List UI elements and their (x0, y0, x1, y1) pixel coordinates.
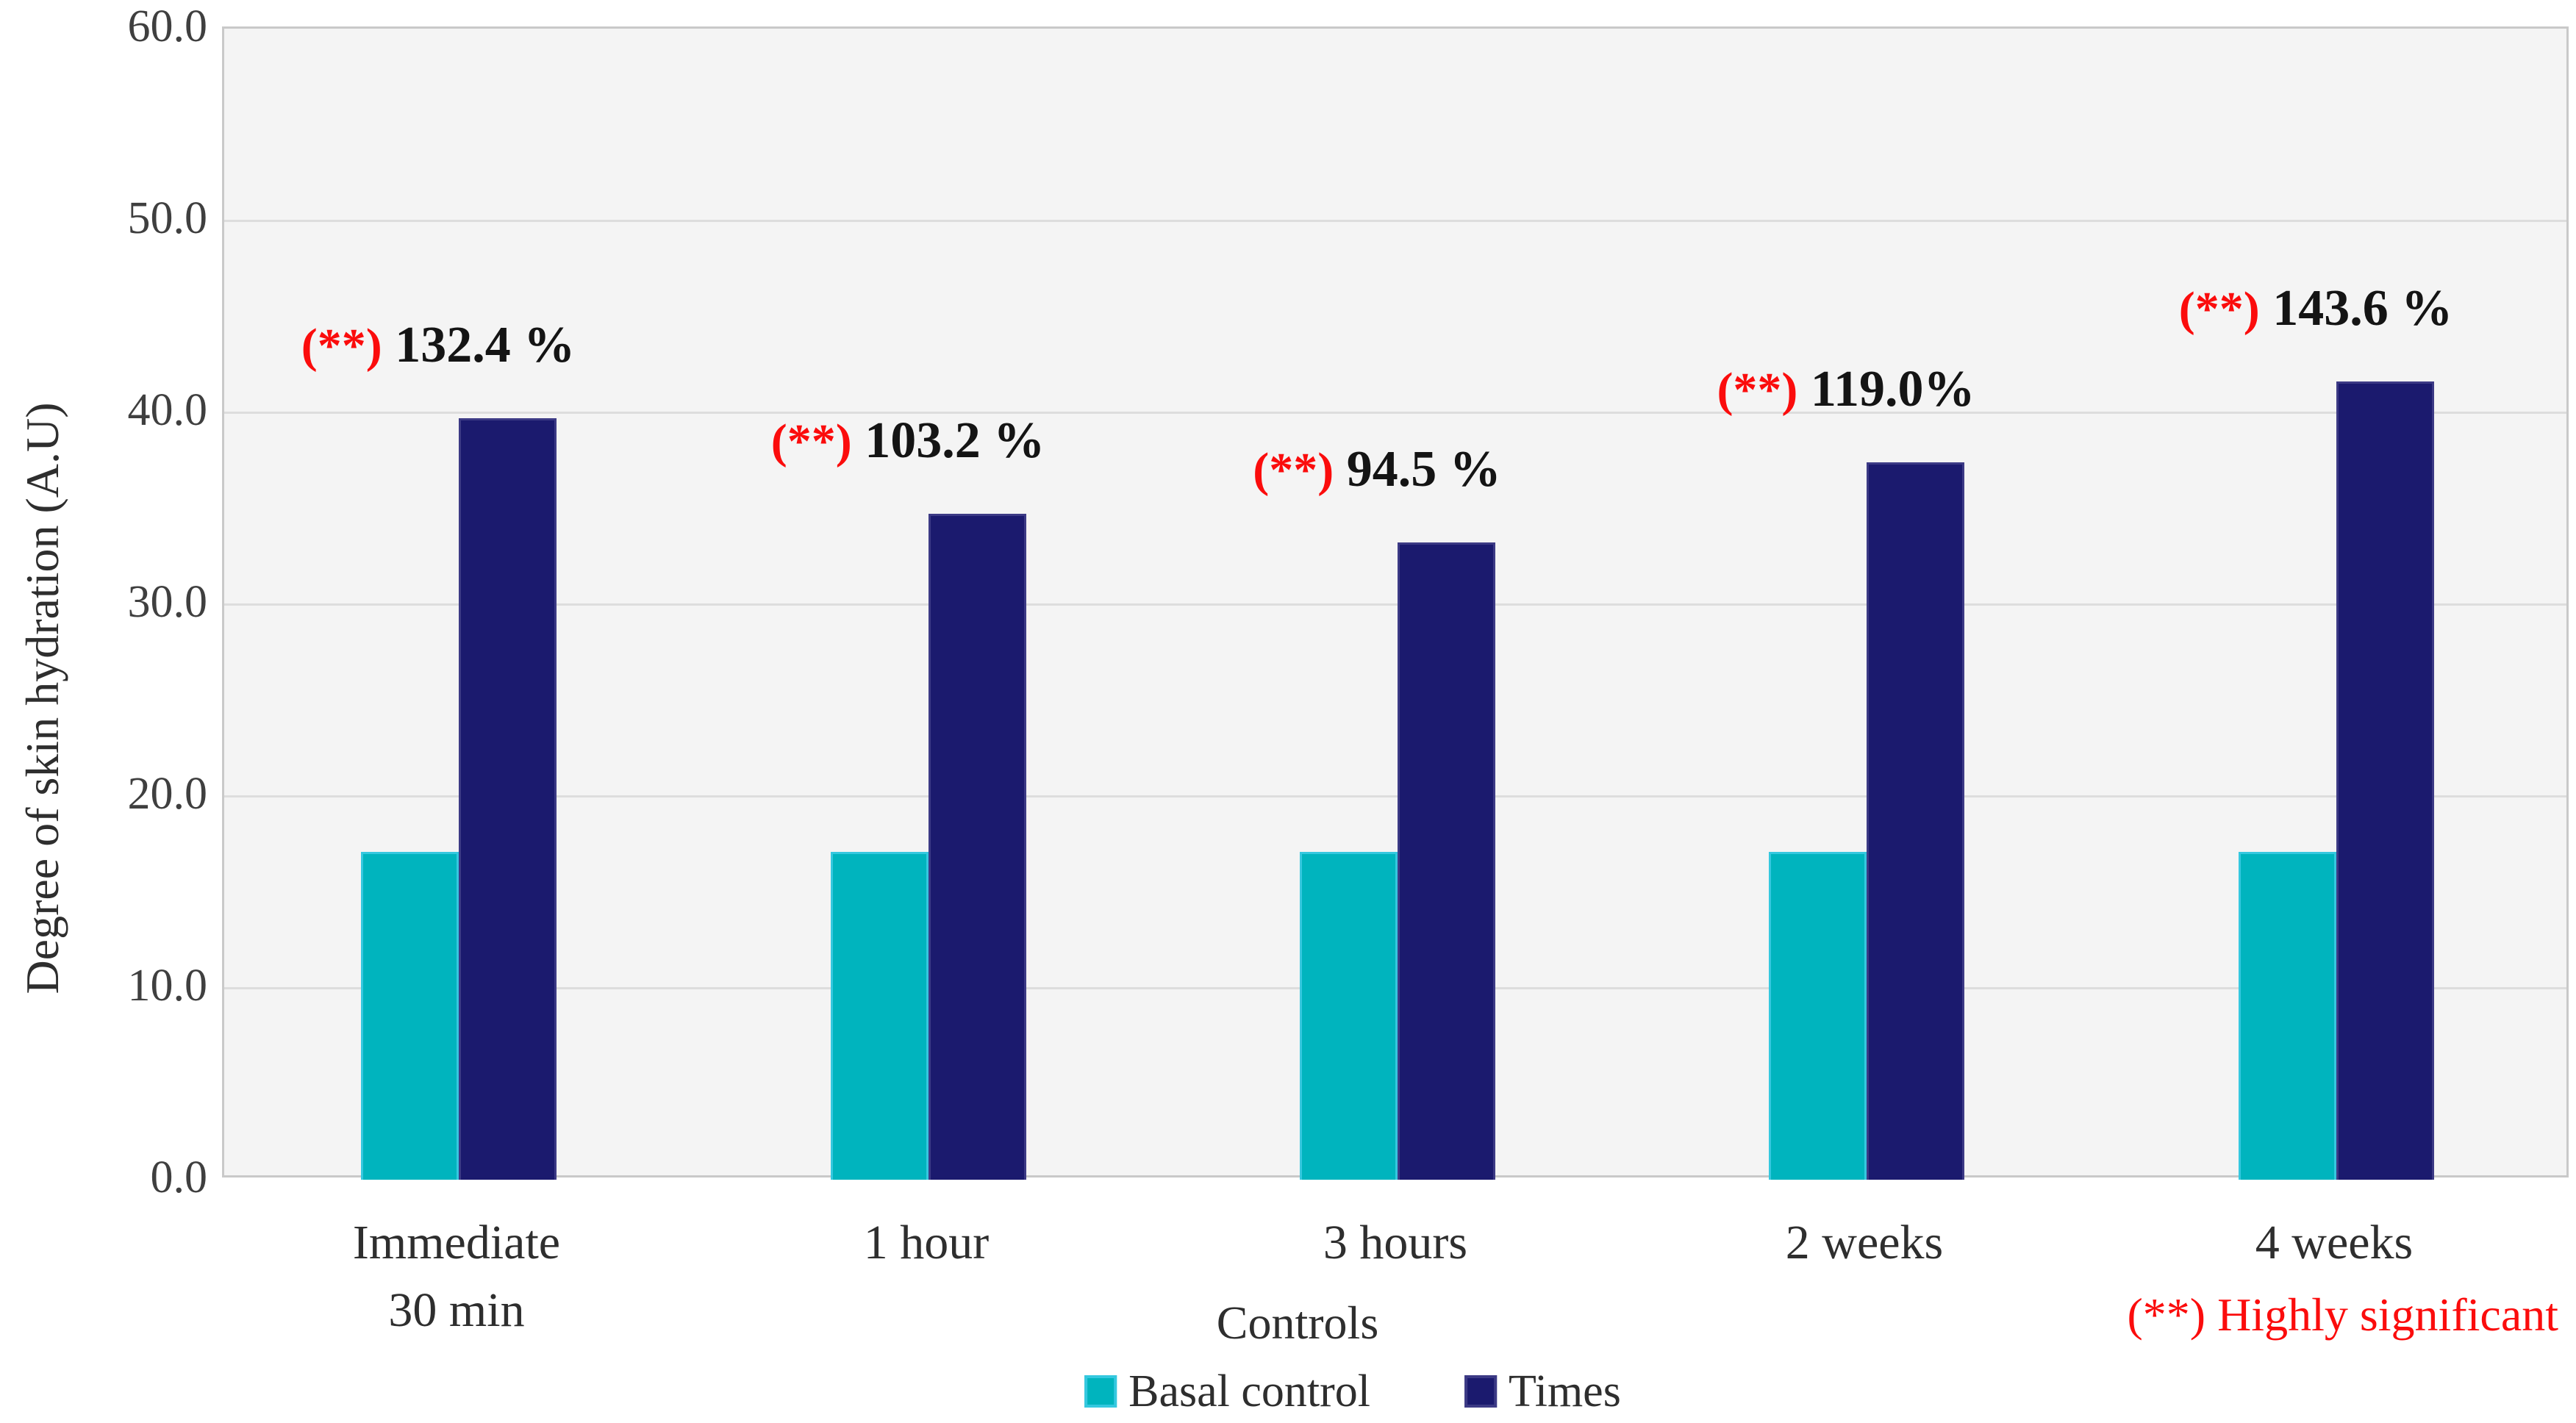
annotation-stars: (**) (2178, 282, 2260, 336)
annotation-value: 119.0% (1797, 361, 1975, 417)
legend-item: Times (1464, 1369, 1621, 1414)
significance-annotation: (**) 94.5 % (1253, 436, 1500, 503)
gridline (224, 603, 2566, 606)
bar-basal-control (1769, 852, 1867, 1180)
category-label: Immediate 30 min (221, 1209, 692, 1344)
significance-annotation: (**) 103.2 % (771, 407, 1045, 475)
bar-times (1398, 542, 1495, 1180)
legend-item: Basal control (1084, 1369, 1370, 1414)
bar-times (1867, 462, 1964, 1180)
y-axis-title: Degree of skin hydration (A.U) (16, 402, 68, 994)
gridline (224, 412, 2566, 414)
gridline (224, 795, 2566, 797)
y-tick-label: 50.0 (127, 193, 208, 243)
significance-note: (**) Highly significant (2127, 1288, 2558, 1341)
category-label: 1 hour (691, 1209, 1162, 1277)
category-label-line: Immediate (352, 1216, 561, 1269)
legend-label: Times (1509, 1366, 1621, 1416)
gridline (224, 220, 2566, 222)
legend: Basal control Times (1084, 1369, 1621, 1414)
y-tick-label: 60.0 (127, 1, 208, 51)
category-label-line: 30 min (388, 1283, 525, 1337)
annotation-stars: (**) (1717, 363, 1798, 417)
legend-label: Basal control (1128, 1366, 1371, 1416)
y-tick-label: 20.0 (127, 769, 208, 819)
category-label: 2 weeks (1629, 1209, 2100, 1277)
significance-annotation: (**) 132.4 % (301, 312, 575, 379)
bar-times (459, 418, 557, 1180)
significance-annotation: (**) 143.6 % (2179, 275, 2452, 343)
y-tick-label: 0.0 (150, 1153, 208, 1202)
category-label: 3 hours (1160, 1209, 1631, 1277)
significance-annotation: (**) 119.0% (1717, 356, 1975, 423)
annotation-value: 94.5 % (1334, 441, 1501, 498)
annotation-value: 132.4 % (382, 317, 576, 373)
x-axis-title: Controls (1216, 1297, 1379, 1349)
category-label-line: 2 weeks (1785, 1216, 1944, 1269)
bar-basal-control (1300, 852, 1398, 1180)
category-label-line: 1 hour (863, 1216, 990, 1269)
plot-area (222, 26, 2569, 1180)
y-tick-label: 40.0 (127, 385, 208, 435)
bar-times (2336, 381, 2434, 1180)
annotation-stars: (**) (301, 319, 382, 373)
bar-basal-control (831, 852, 929, 1180)
legend-swatch (1084, 1375, 1117, 1408)
legend-swatch (1464, 1375, 1498, 1408)
y-tick-label: 10.0 (127, 961, 208, 1011)
annotation-value: 143.6 % (2259, 280, 2453, 337)
category-label: 4 weeks (2099, 1209, 2569, 1277)
bar-times (929, 514, 1026, 1180)
bar-basal-control (2239, 852, 2336, 1180)
annotation-stars: (**) (770, 415, 852, 468)
bar-basal-control (361, 852, 459, 1180)
category-label-line: 4 weeks (2255, 1216, 2414, 1269)
y-tick-label: 30.0 (127, 577, 208, 627)
annotation-value: 103.2 % (851, 412, 1045, 469)
category-label-line: 3 hours (1323, 1216, 1468, 1269)
annotation-stars: (**) (1253, 443, 1334, 497)
